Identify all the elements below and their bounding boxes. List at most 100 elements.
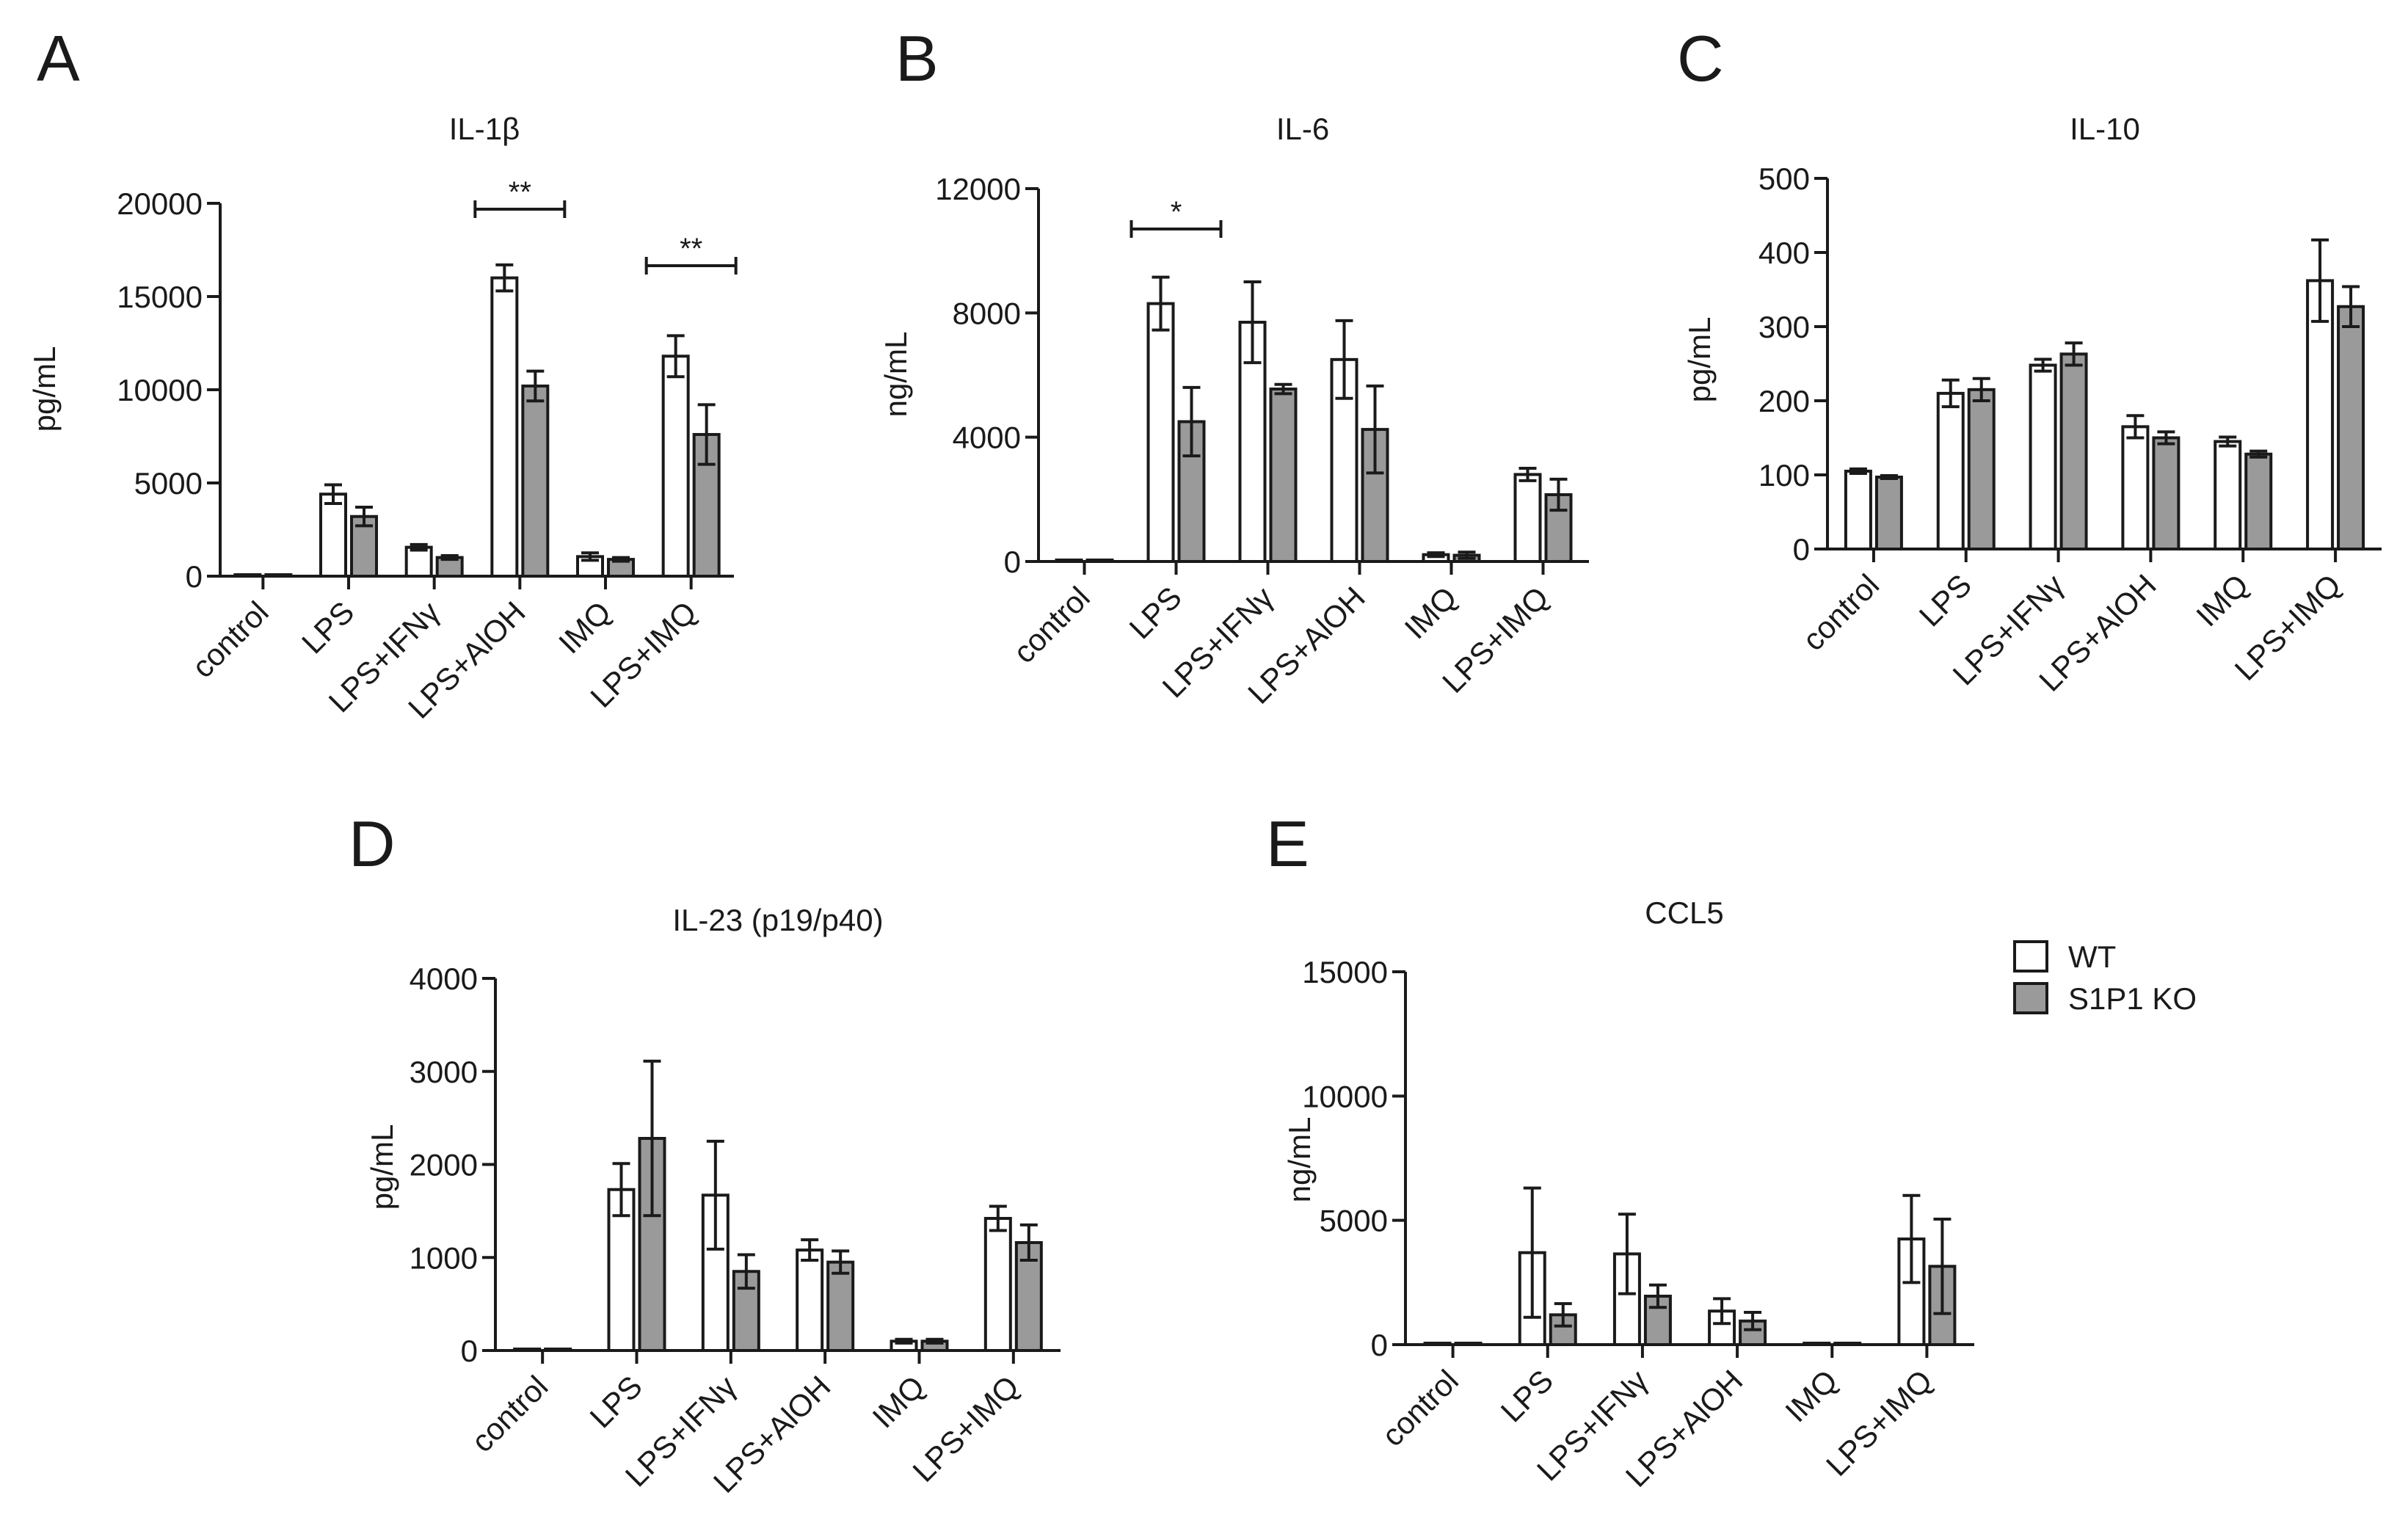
bar-s1p1-ko [2337, 305, 2365, 550]
significance-stars: ** [509, 176, 531, 208]
y-tick-label: 10000 [1302, 1079, 1388, 1113]
bar-s1p1-ko [544, 1348, 572, 1352]
panel-title: IL-10 [2070, 112, 2140, 146]
bar-s1p1-ko [2059, 352, 2088, 550]
y-tick-label: 400 [1758, 236, 1810, 270]
bar-wt [1803, 1342, 1831, 1346]
bar-s1p1-ko [264, 573, 293, 578]
x-tick-label: IMQ [866, 1369, 931, 1434]
panel-letter: C [1677, 22, 1724, 95]
bar-wt [490, 276, 519, 578]
bar-wt [661, 355, 690, 578]
y-axis-label: ng/mL [879, 332, 913, 418]
panel-title: IL-6 [1276, 112, 1329, 146]
x-tick-label: control [1796, 567, 1885, 657]
x-tick-label: LPS [295, 595, 360, 660]
bar-wt [513, 1348, 542, 1352]
bar-wt [2214, 440, 2242, 550]
bar-wt [2121, 425, 2150, 550]
y-tick-label: 2000 [410, 1148, 478, 1182]
y-tick-label: 0 [461, 1334, 478, 1368]
y-tick-label: 300 [1758, 310, 1810, 344]
bar-s1p1-ko [1269, 388, 1298, 563]
legend-swatch-ko [2013, 982, 2048, 1014]
bar-wt [233, 572, 262, 578]
panel-letter: A [37, 22, 80, 95]
y-tick-label: 20000 [117, 186, 203, 221]
significance-stars: ** [680, 233, 702, 265]
y-tick-label: 4000 [410, 962, 478, 996]
y-tick-label: 15000 [1302, 955, 1388, 989]
y-tick-label: 0 [186, 559, 203, 594]
bar-wt [1146, 302, 1175, 563]
bar-wt [404, 545, 433, 578]
panel-letter: E [1266, 807, 1309, 880]
x-tick-label: LPS [1122, 580, 1187, 645]
bar-wt [1844, 469, 1872, 551]
bar-wt [983, 1217, 1012, 1353]
legend-label-ko: S1P1 KO [2068, 981, 2197, 1016]
x-tick-label: control [185, 595, 274, 684]
bar-s1p1-ko [1454, 1342, 1483, 1346]
bar-s1p1-ko [638, 1137, 666, 1352]
panel-letter: D [349, 807, 396, 880]
bar-wt [2029, 363, 2057, 550]
y-tick-label: 200 [1758, 384, 1810, 418]
y-axis-label: pg/mL [365, 1124, 399, 1210]
bar-wt [1513, 473, 1542, 564]
y-tick-label: 8000 [953, 296, 1021, 330]
bar-s1p1-ko [1967, 388, 1996, 550]
y-axis-label: pg/mL [27, 346, 62, 432]
y-tick-label: 12000 [935, 172, 1021, 206]
bar-wt [2306, 279, 2335, 550]
legend-label-wt: WT [2068, 939, 2116, 974]
x-tick-label: LPS [1913, 567, 1978, 633]
bar-wt [1423, 1342, 1452, 1346]
bar-wt [796, 1248, 824, 1352]
y-tick-label: 0 [1793, 532, 1810, 567]
x-tick-label: IMQ [1398, 580, 1463, 645]
y-tick-label: 100 [1758, 458, 1810, 492]
x-tick-label: LPS [1494, 1363, 1560, 1428]
y-tick-label: 10000 [117, 373, 203, 407]
legend-swatch-wt [2013, 940, 2048, 973]
panel-D: D IL-23 (p19/p40) pg/mL 0 1000 2000 3000 4000 co… [349, 807, 1061, 1500]
panel-title: CCL5 [1645, 895, 1723, 930]
y-tick-label: 3000 [410, 1055, 478, 1089]
panel-title: IL-1β [449, 112, 520, 146]
bar-wt [1936, 391, 1965, 551]
x-tick-label: LPS [583, 1369, 648, 1434]
y-tick-label: 4000 [953, 421, 1021, 455]
x-tick-label: IMQ [1778, 1363, 1844, 1428]
bar-s1p1-ko [2244, 452, 2273, 550]
x-tick-label: control [465, 1369, 554, 1458]
y-axis-label: pg/mL [1682, 317, 1717, 403]
x-tick-label: IMQ [552, 595, 617, 660]
y-tick-label: 15000 [117, 280, 203, 314]
bar-wt [319, 492, 347, 578]
x-tick-label: IMQ [2189, 567, 2255, 633]
x-tick-label: control [1006, 580, 1096, 669]
y-tick-label: 5000 [1320, 1204, 1388, 1238]
bar-s1p1-ko [1874, 476, 1903, 551]
legend: WT S1P1 KO [2013, 939, 2197, 1016]
y-tick-label: 0 [1371, 1328, 1388, 1362]
panel-letter: B [895, 22, 939, 95]
panel-A: A IL-1β pg/mL 0 5000 10000 15000 20000 control LP… [27, 22, 738, 725]
significance-stars: * [1171, 196, 1182, 228]
bar-s1p1-ko [826, 1260, 855, 1353]
x-tick-label: control [1375, 1363, 1465, 1453]
bar-s1p1-ko [1833, 1342, 1862, 1346]
bar-wt [1055, 559, 1083, 563]
y-tick-label: 0 [1004, 545, 1021, 579]
bar-s1p1-ko [521, 384, 550, 578]
panel-title: IL-23 (p19/p40) [672, 903, 883, 937]
y-axis-label: ng/mL [1282, 1117, 1317, 1203]
y-tick-label: 5000 [134, 466, 203, 501]
y-tick-label: 1000 [410, 1240, 478, 1275]
bar-s1p1-ko [1085, 559, 1114, 563]
